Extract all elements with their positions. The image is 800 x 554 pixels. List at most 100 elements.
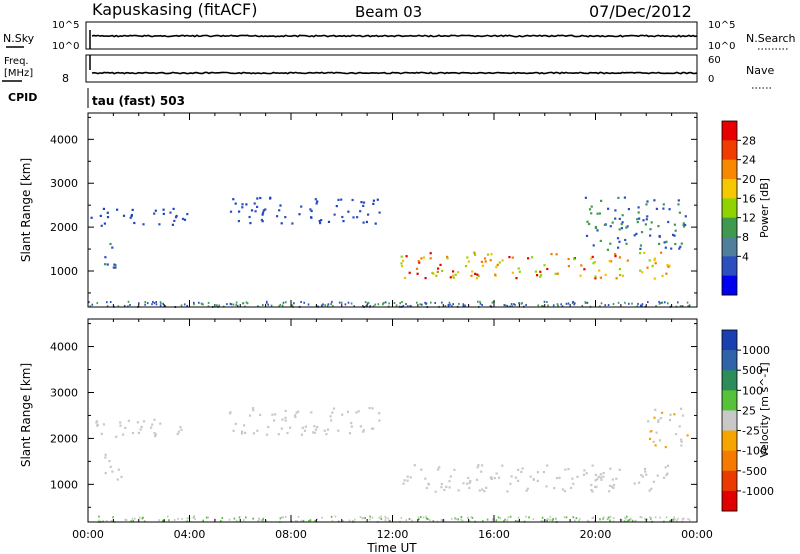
power-echo-cell [351, 198, 354, 202]
vel-ground-speck [555, 517, 557, 520]
power-echo-cell [474, 253, 477, 256]
freq-panel-frame [85, 54, 698, 83]
x-tick-labels: 00:00 04:00 08:00 12:00 16:00 20:00 00:00 [72, 528, 713, 541]
power-ground-speck [600, 302, 603, 305]
power-echo-cell [356, 216, 359, 219]
vel-echo-cell [140, 425, 143, 428]
power-ground-speck [193, 301, 195, 304]
power-echo-cell [254, 210, 257, 213]
vel-ground-speck [354, 518, 356, 521]
vel-echo-cell [558, 476, 561, 479]
vel-echo-cell [608, 484, 612, 487]
power-ground-speck [452, 303, 454, 306]
vel-ground-speck [454, 517, 456, 520]
vel-echo-cell [654, 408, 657, 411]
vel-echo-cell [139, 428, 142, 431]
colorbar-segment [722, 256, 737, 277]
vel-ground-speck [549, 518, 551, 521]
vel-echo-cell [555, 477, 559, 480]
velocity-colorbar-frame [721, 329, 738, 512]
vel-echo-cell [658, 439, 662, 442]
vel-ground-speck [260, 519, 263, 522]
power-echo-cell [593, 261, 596, 264]
vel-echo-cell [525, 489, 528, 492]
power-echo-cell [649, 234, 652, 237]
power-ground-speck [434, 302, 436, 304]
power-ground-speck [489, 305, 492, 308]
power-echo-cell [436, 270, 439, 273]
vel-echo-cell [680, 438, 683, 441]
power-ground-speck [374, 303, 376, 306]
y-tick-label: 2000 [50, 221, 78, 234]
power-ground-speck [449, 303, 451, 306]
vel-echo-cell [440, 486, 443, 489]
power-ground-speck [537, 304, 540, 307]
vel-echo-cell [526, 487, 529, 490]
vel-echo-cell [668, 419, 672, 422]
power-echo-cell [90, 216, 93, 219]
vel-ground-speck [177, 517, 179, 520]
power-echo-cell [262, 211, 265, 214]
power-ground-speck [641, 304, 643, 307]
freq-left-tick: 8 [62, 72, 69, 85]
vel-ground-speck [443, 519, 445, 522]
vel-echo-cell [596, 478, 599, 481]
vel-echo-cell [95, 421, 98, 424]
power-ground-speck [520, 302, 523, 305]
power-echo-cell [614, 209, 617, 212]
colorbar-tick-label: -500 [742, 465, 767, 478]
y-tick-label: 4000 [50, 133, 78, 146]
vel-ground-speck [252, 517, 254, 520]
vel-ground-speck [486, 518, 489, 521]
power-echo-cell [109, 242, 112, 246]
vel-echo-cell [437, 468, 440, 471]
power-echo-cell [342, 220, 345, 223]
power-echo-cell [583, 268, 586, 271]
vel-ground-speck [98, 515, 100, 518]
vel-echo-cell [680, 444, 683, 447]
vel-echo-cell [271, 413, 274, 416]
vel-ground-speck [296, 520, 299, 523]
power-ground-speck [441, 301, 443, 304]
vel-echo-cell [536, 471, 539, 474]
velocity-y-label: Slant Range [km] [19, 363, 33, 467]
power-ground-speck [661, 301, 664, 304]
vel-echo-cell [462, 482, 465, 485]
power-ground-speck [218, 304, 220, 307]
vel-echo-cell [585, 472, 588, 475]
power-echo-cell [495, 266, 498, 269]
vel-ground-speck [547, 518, 549, 520]
vel-echo-cell [303, 429, 307, 432]
vel-ground-speck [125, 519, 128, 521]
power-echo-cell [171, 223, 174, 226]
vel-ground-speck [378, 516, 380, 519]
power-echo-cell [439, 263, 442, 266]
x-tick-label: 04:00 [174, 528, 206, 541]
power-echo-cell [291, 222, 294, 225]
power-ground-speck [257, 305, 259, 308]
vel-ground-speck [141, 517, 144, 520]
power-ground-speck [327, 303, 330, 306]
vel-echo-cell [561, 488, 564, 491]
power-echo-cell [617, 196, 620, 199]
noise-right-tick-bottom: 10^0 [708, 41, 735, 52]
vel-echo-cell [131, 432, 135, 435]
power-echo-cell [585, 234, 589, 237]
nave-right-tick-top: 60 [708, 55, 721, 66]
vel-ground-speck [572, 516, 575, 519]
vel-ground-speck [331, 520, 334, 523]
power-echo-cell [238, 210, 241, 213]
vel-ground-speck [233, 517, 236, 520]
vel-echo-cell [457, 489, 460, 492]
vel-ground-speck [162, 519, 164, 522]
vel-ground-speck [602, 517, 604, 520]
vel-echo-cell [294, 414, 297, 417]
power-echo-cell [337, 198, 340, 201]
vel-ground-speck [528, 516, 530, 519]
power-echo-cell [646, 215, 649, 218]
power-echo-cell [596, 229, 599, 232]
vel-ground-speck [186, 517, 189, 520]
vel-ground-speck [205, 516, 208, 519]
vel-echo-cell [529, 475, 532, 478]
power-echo-cell [621, 214, 624, 217]
